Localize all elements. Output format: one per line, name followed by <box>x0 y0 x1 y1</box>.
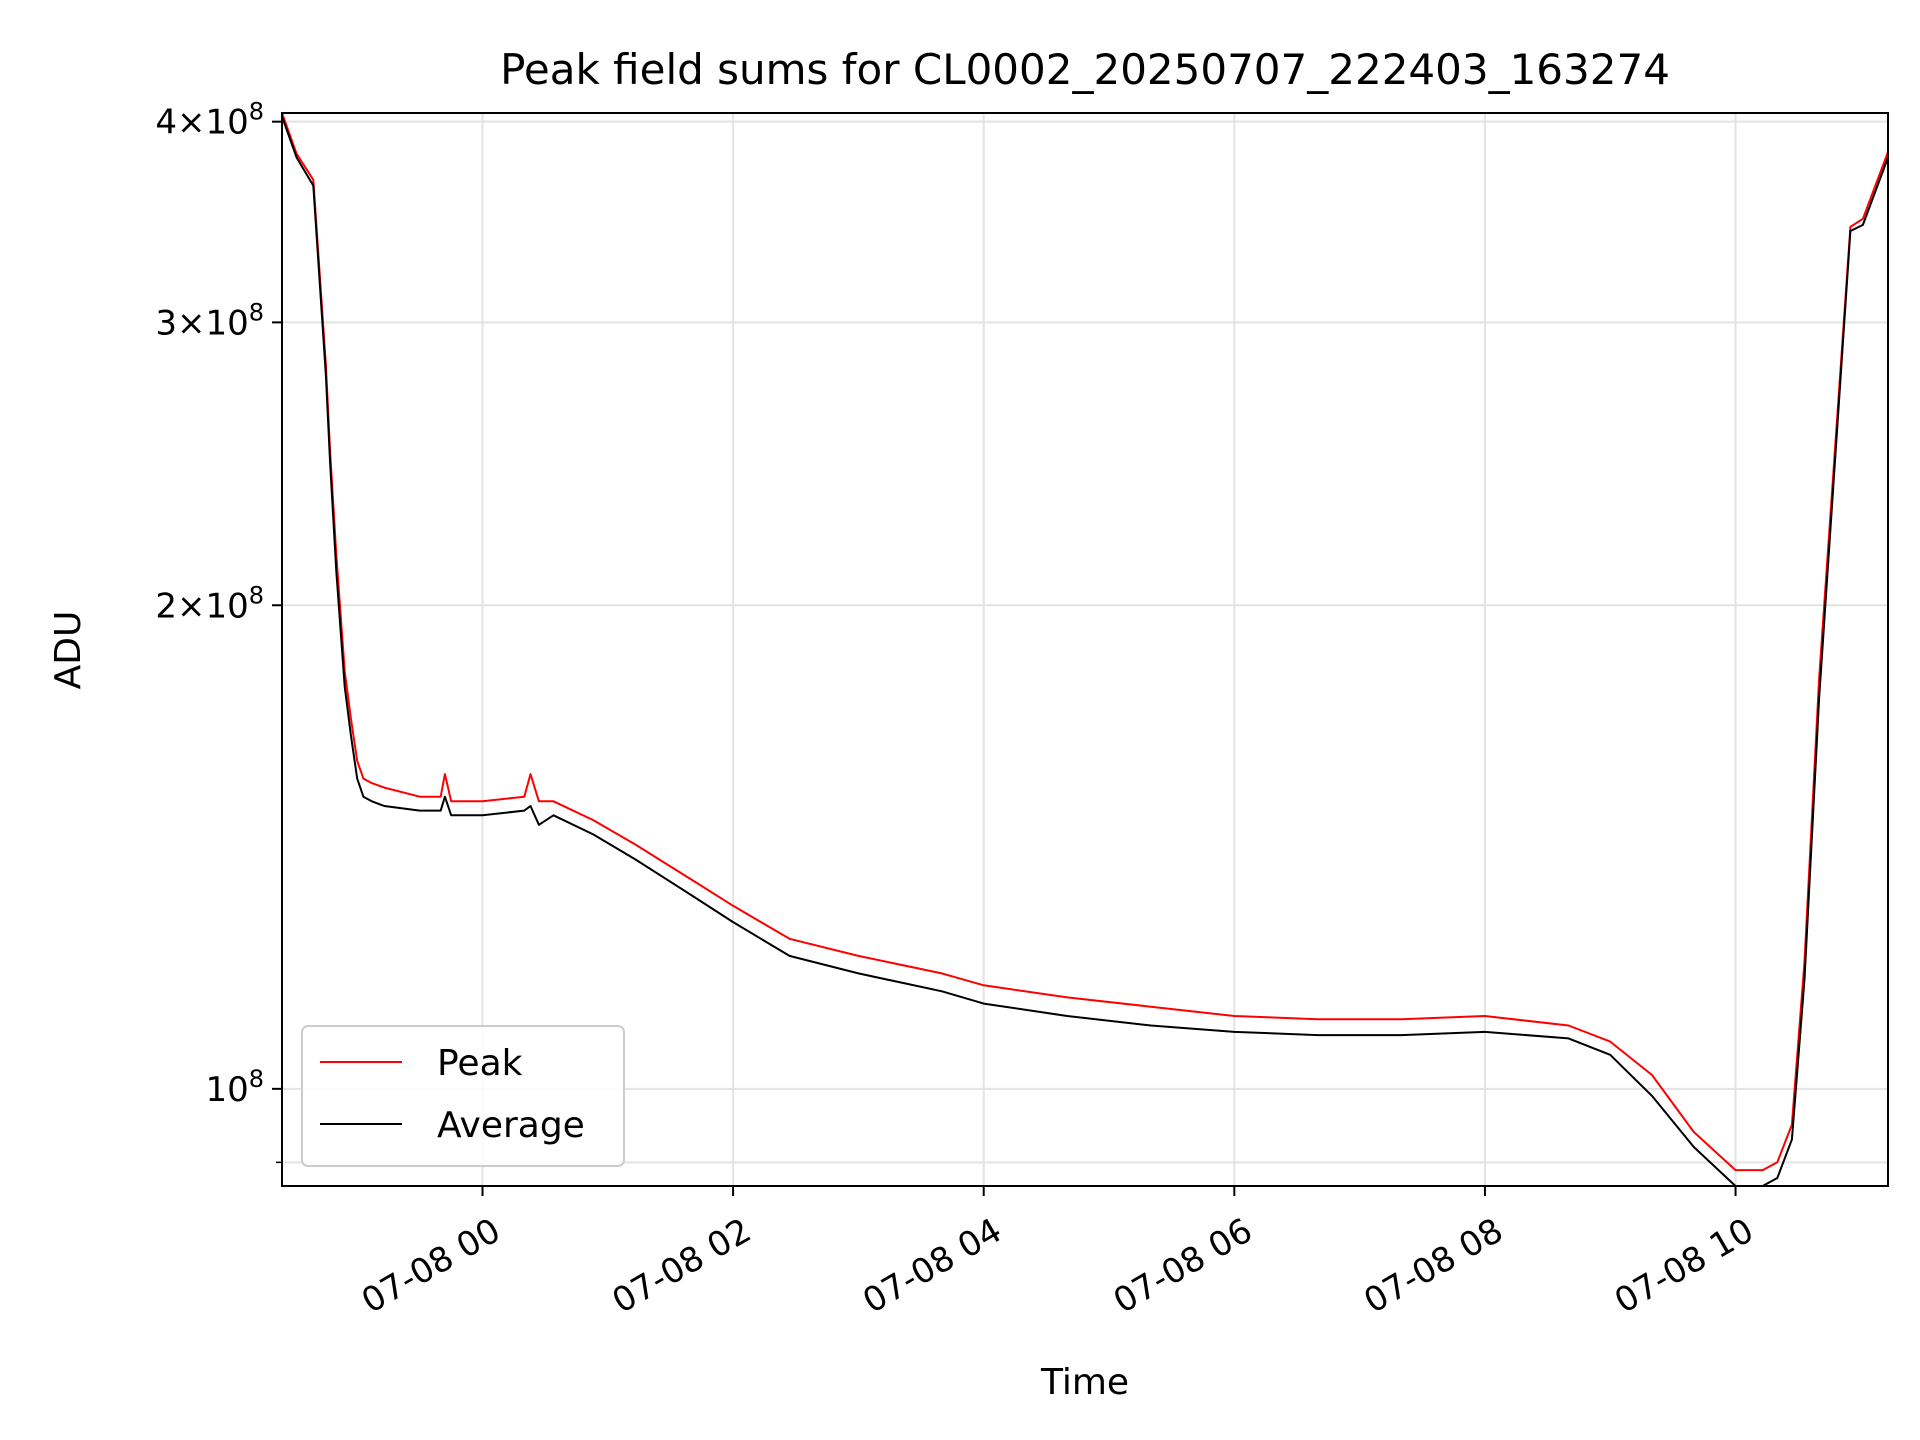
legend: Peak Average <box>301 1025 625 1167</box>
chart-title: Peak field sums for CL0002_20250707_2224… <box>500 45 1670 94</box>
plot-frame <box>281 112 1889 1187</box>
y-axis-ticks: 4×108 3×108 2×108 108 <box>155 98 282 1164</box>
y-tick-label: 2×108 <box>155 581 264 626</box>
legend-label-peak: Peak <box>437 1043 523 1084</box>
x-axis-label: Time <box>1040 1362 1129 1403</box>
y-tick-label: 4×108 <box>155 98 264 143</box>
y-tick-label: 3×108 <box>155 298 264 343</box>
series-line-peak <box>281 112 1889 1172</box>
legend-label-average: Average <box>437 1105 585 1146</box>
y-tick-label: 108 <box>205 1065 264 1110</box>
y-axis-label: ADU <box>48 611 89 690</box>
